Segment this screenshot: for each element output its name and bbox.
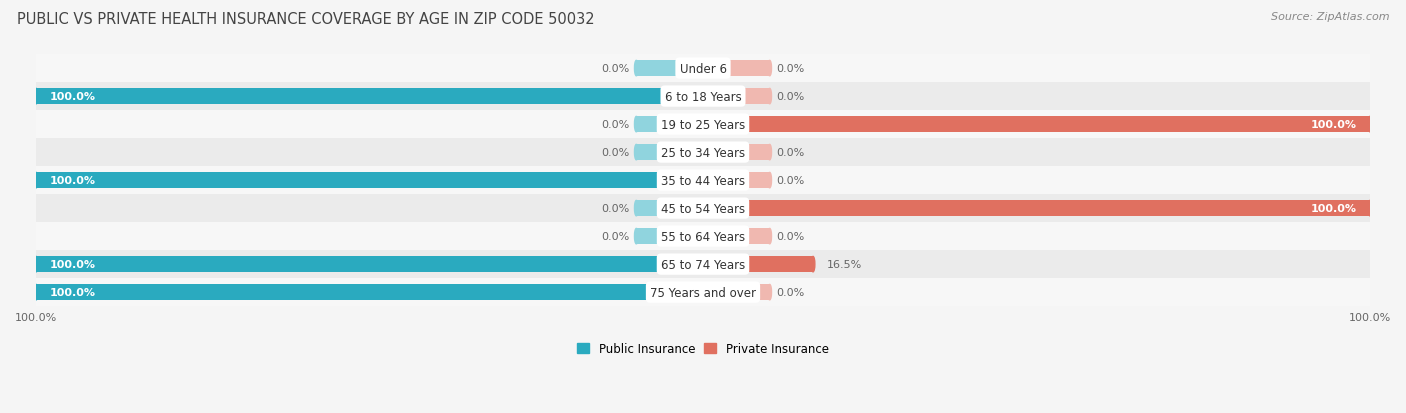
Text: 100.0%: 100.0% (49, 92, 96, 102)
Circle shape (634, 229, 638, 244)
Circle shape (1368, 201, 1372, 216)
Text: 19 to 25 Years: 19 to 25 Years (661, 118, 745, 131)
Bar (703, 201, 1369, 216)
Text: 0.0%: 0.0% (602, 204, 630, 214)
Text: 0.0%: 0.0% (776, 232, 804, 242)
Bar (37, 55, 1369, 83)
Text: 35 to 44 Years: 35 to 44 Years (661, 174, 745, 187)
Bar (37, 251, 1369, 278)
Circle shape (634, 117, 638, 133)
Text: 0.0%: 0.0% (776, 176, 804, 186)
Circle shape (34, 257, 38, 272)
Text: 45 to 54 Years: 45 to 54 Years (661, 202, 745, 215)
Circle shape (1368, 117, 1372, 133)
Circle shape (702, 61, 704, 76)
Circle shape (702, 285, 704, 300)
Text: 0.0%: 0.0% (602, 232, 630, 242)
Text: 0.0%: 0.0% (776, 92, 804, 102)
Circle shape (702, 201, 704, 216)
Circle shape (702, 89, 704, 104)
Legend: Public Insurance, Private Insurance: Public Insurance, Private Insurance (572, 337, 834, 360)
Text: 0.0%: 0.0% (776, 148, 804, 158)
Bar (637, 61, 703, 76)
Bar (703, 229, 769, 244)
Circle shape (34, 173, 38, 188)
Circle shape (34, 89, 38, 104)
Circle shape (702, 145, 704, 160)
Circle shape (634, 61, 638, 76)
Text: 100.0%: 100.0% (49, 259, 96, 269)
Circle shape (768, 89, 772, 104)
Text: 25 to 34 Years: 25 to 34 Years (661, 146, 745, 159)
Text: 0.0%: 0.0% (602, 64, 630, 74)
Bar (703, 257, 813, 272)
Circle shape (702, 257, 704, 272)
Text: 55 to 64 Years: 55 to 64 Years (661, 230, 745, 243)
Bar (637, 201, 703, 216)
Text: 6 to 18 Years: 6 to 18 Years (665, 90, 741, 103)
Text: 0.0%: 0.0% (776, 64, 804, 74)
Text: 0.0%: 0.0% (602, 148, 630, 158)
Circle shape (768, 285, 772, 300)
Bar (703, 145, 769, 160)
Circle shape (702, 145, 704, 160)
Bar (637, 145, 703, 160)
Bar (37, 167, 1369, 195)
Text: 16.5%: 16.5% (827, 259, 862, 269)
Circle shape (34, 285, 38, 300)
Bar (37, 278, 1369, 306)
Circle shape (768, 145, 772, 160)
Text: PUBLIC VS PRIVATE HEALTH INSURANCE COVERAGE BY AGE IN ZIP CODE 50032: PUBLIC VS PRIVATE HEALTH INSURANCE COVER… (17, 12, 595, 27)
Circle shape (768, 173, 772, 188)
Bar (37, 139, 1369, 167)
Text: 100.0%: 100.0% (49, 287, 96, 297)
Text: 75 Years and over: 75 Years and over (650, 286, 756, 299)
Bar (703, 173, 769, 188)
Circle shape (702, 117, 704, 133)
Circle shape (634, 145, 638, 160)
Bar (37, 285, 703, 300)
Bar (37, 195, 1369, 223)
Text: 100.0%: 100.0% (49, 176, 96, 186)
Text: 100.0%: 100.0% (1310, 120, 1357, 130)
Bar (37, 89, 703, 104)
Bar (637, 117, 703, 133)
Text: 0.0%: 0.0% (776, 287, 804, 297)
Circle shape (702, 117, 704, 133)
Circle shape (702, 257, 704, 272)
Bar (637, 229, 703, 244)
Circle shape (768, 229, 772, 244)
Text: Under 6: Under 6 (679, 62, 727, 76)
Bar (37, 173, 703, 188)
Bar (37, 83, 1369, 111)
Text: 65 to 74 Years: 65 to 74 Years (661, 258, 745, 271)
Bar (37, 223, 1369, 251)
Circle shape (702, 285, 704, 300)
Circle shape (702, 229, 704, 244)
Bar (703, 117, 1369, 133)
Text: Source: ZipAtlas.com: Source: ZipAtlas.com (1271, 12, 1389, 22)
Circle shape (702, 173, 704, 188)
Bar (703, 89, 769, 104)
Circle shape (702, 61, 704, 76)
Text: 0.0%: 0.0% (602, 120, 630, 130)
Circle shape (634, 201, 638, 216)
Circle shape (702, 201, 704, 216)
Bar (703, 61, 769, 76)
Circle shape (768, 61, 772, 76)
Bar (37, 257, 703, 272)
Bar (703, 285, 769, 300)
Circle shape (702, 229, 704, 244)
Circle shape (811, 257, 815, 272)
Text: 100.0%: 100.0% (1310, 204, 1357, 214)
Bar (37, 111, 1369, 139)
Circle shape (702, 89, 704, 104)
Circle shape (702, 173, 704, 188)
